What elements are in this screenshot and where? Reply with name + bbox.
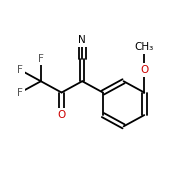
Text: F: F: [17, 65, 23, 75]
Text: O: O: [140, 65, 148, 75]
Text: O: O: [57, 110, 66, 120]
Text: F: F: [17, 88, 23, 98]
Text: F: F: [38, 54, 44, 64]
Text: CH₃: CH₃: [135, 42, 154, 52]
Text: N: N: [78, 35, 86, 45]
